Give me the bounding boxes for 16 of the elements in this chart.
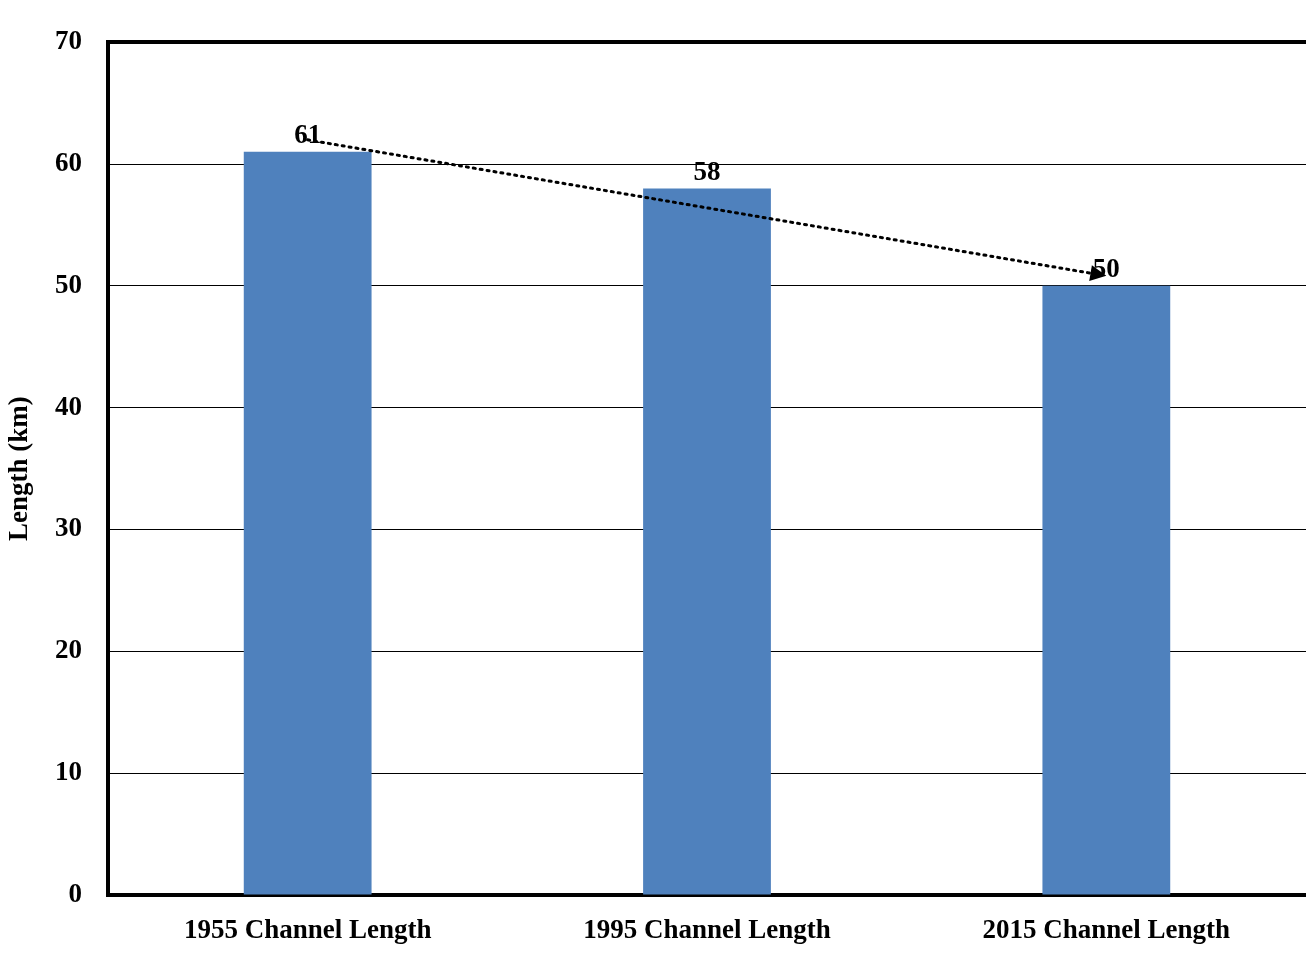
x-tick-label: 1995 Channel Length bbox=[583, 914, 831, 945]
y-tick-label: 10 bbox=[55, 756, 82, 787]
y-tick-label: 0 bbox=[68, 877, 82, 908]
y-tick-label: 60 bbox=[55, 147, 82, 177]
data-label: 61 bbox=[294, 119, 322, 150]
y-axis-title: Length (km) bbox=[3, 396, 34, 541]
y-tick-label: 40 bbox=[55, 390, 82, 421]
y-tick-label: 50 bbox=[55, 268, 82, 299]
bar bbox=[243, 151, 372, 895]
bar bbox=[643, 188, 771, 895]
bar bbox=[1042, 285, 1171, 895]
x-tick-label: 2015 Channel Length bbox=[982, 914, 1231, 945]
x-tick-label: 1955 Channel Length bbox=[183, 914, 432, 945]
y-tick-label: 20 bbox=[55, 634, 82, 665]
y-tick-label: 70 bbox=[55, 25, 82, 56]
y-tick-label: 30 bbox=[55, 512, 82, 543]
